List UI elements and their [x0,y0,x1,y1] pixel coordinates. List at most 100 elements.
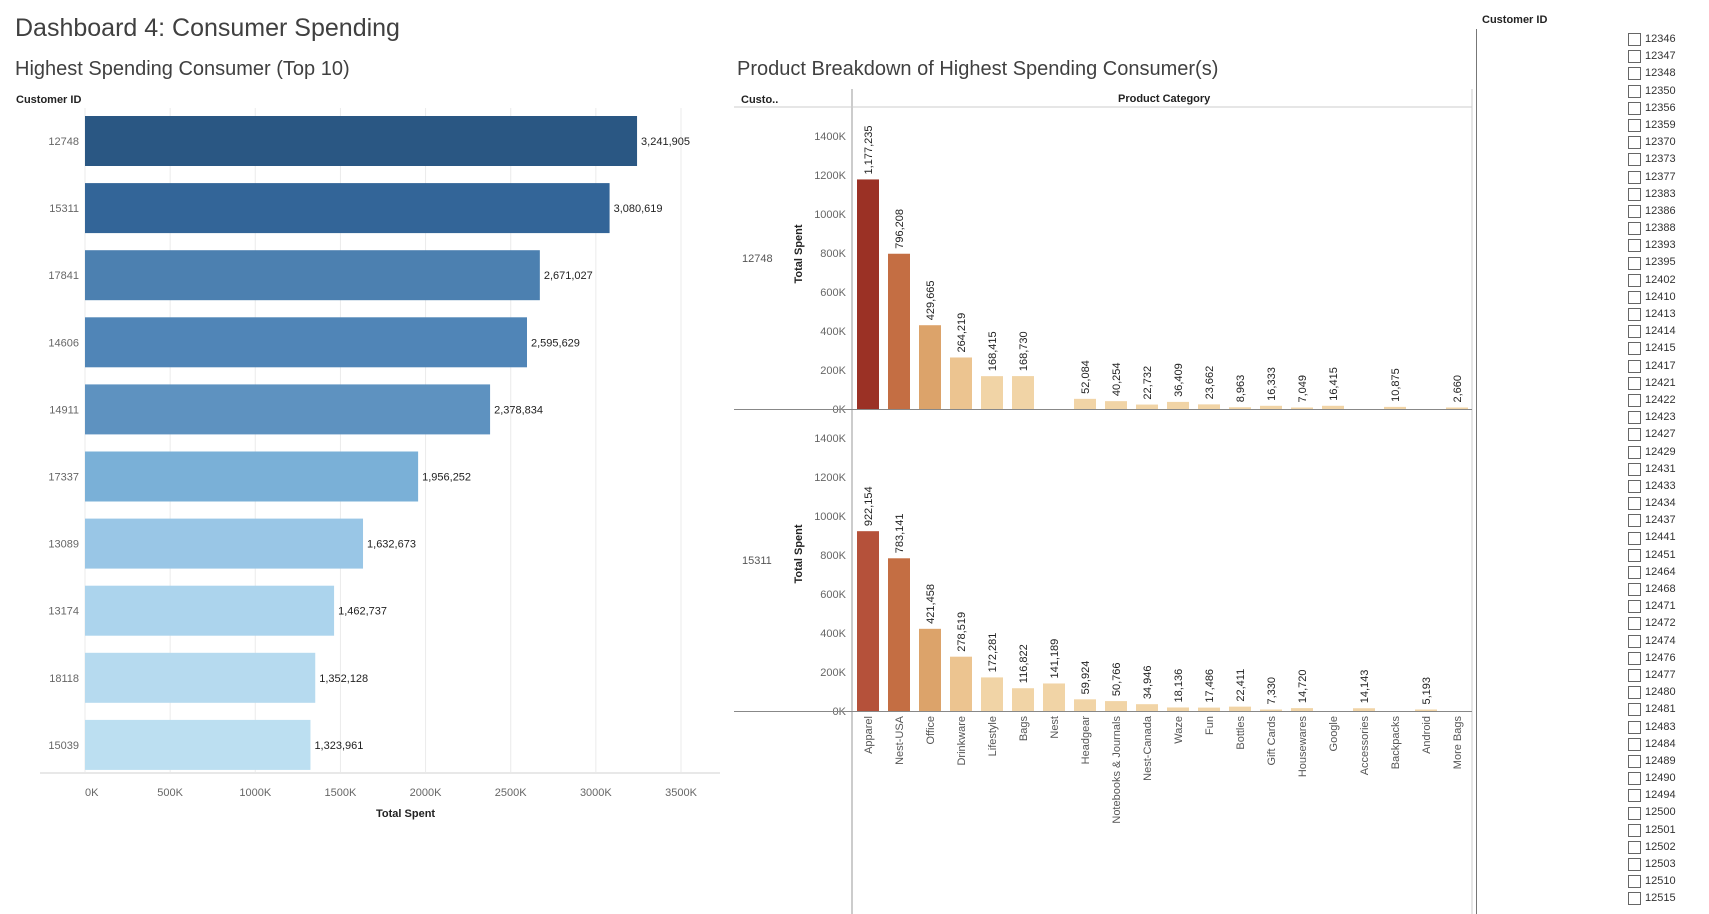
filter-item[interactable]: 12415 [1628,340,1709,357]
filter-item[interactable]: 12377 [1628,169,1709,186]
checkbox[interactable] [1628,33,1641,47]
filter-item[interactable]: 12441 [1628,529,1709,546]
filter-item[interactable]: 12421 [1628,375,1709,392]
category-bar[interactable] [1012,376,1034,409]
checkbox[interactable] [1628,445,1641,459]
filter-item[interactable]: 12501 [1628,822,1709,839]
customer-bar[interactable] [85,451,419,502]
customer-bar[interactable] [85,250,540,301]
customer-bar[interactable] [85,719,311,770]
checkbox[interactable] [1628,394,1641,408]
checkbox[interactable] [1628,376,1641,390]
category-bar[interactable] [1353,708,1375,711]
filter-item[interactable]: 12481 [1628,701,1709,718]
filter-item[interactable]: 12484 [1628,736,1709,753]
filter-item[interactable]: 12346 [1628,31,1709,48]
filter-item[interactable]: 12472 [1628,615,1709,632]
filter-item[interactable]: 12393 [1628,237,1709,254]
category-bar[interactable] [1260,405,1282,409]
checkbox[interactable] [1628,634,1641,648]
checkbox[interactable] [1628,325,1641,339]
category-bar[interactable] [1198,404,1220,409]
checkbox[interactable] [1628,290,1641,304]
checkbox[interactable] [1628,617,1641,631]
checkbox[interactable] [1628,497,1641,511]
checkbox[interactable] [1628,772,1641,786]
checkbox[interactable] [1628,462,1641,476]
checkbox[interactable] [1628,737,1641,751]
filter-item[interactable]: 12427 [1628,426,1709,443]
category-bar[interactable] [857,179,879,409]
category-bar[interactable] [1198,707,1220,711]
filter-item[interactable]: 12474 [1628,633,1709,650]
filter-item[interactable]: 12490 [1628,770,1709,787]
checkbox[interactable] [1628,720,1641,734]
checkbox[interactable] [1628,686,1641,700]
filter-item[interactable]: 12494 [1628,787,1709,804]
checkbox[interactable] [1628,256,1641,270]
checkbox[interactable] [1628,308,1641,322]
filter-item[interactable]: 12464 [1628,564,1709,581]
checkbox[interactable] [1628,600,1641,614]
checkbox[interactable] [1628,840,1641,854]
filter-item[interactable]: 12477 [1628,667,1709,684]
filter-item[interactable]: 12431 [1628,461,1709,478]
filter-item[interactable]: 12413 [1628,306,1709,323]
category-bar[interactable] [888,253,910,409]
filter-item[interactable]: 12386 [1628,203,1709,220]
filter-item[interactable]: 12451 [1628,547,1709,564]
filter-item[interactable]: 12373 [1628,151,1709,168]
category-bar[interactable] [1167,707,1189,711]
category-bar[interactable] [1105,401,1127,409]
category-bar[interactable] [981,376,1003,409]
checkbox[interactable] [1628,428,1641,442]
customer-bar[interactable] [85,518,364,569]
category-bar[interactable] [950,656,972,711]
filter-item[interactable]: 12476 [1628,650,1709,667]
checkbox[interactable] [1628,222,1641,236]
filter-item[interactable]: 12502 [1628,839,1709,856]
customer-bar[interactable] [85,585,335,636]
customer-bar[interactable] [85,384,491,435]
checkbox[interactable] [1628,514,1641,528]
checkbox[interactable] [1628,204,1641,218]
category-bar[interactable] [950,357,972,409]
category-bar[interactable] [1074,699,1096,711]
filter-item[interactable]: 12483 [1628,719,1709,736]
checkbox[interactable] [1628,136,1641,150]
checkbox[interactable] [1628,479,1641,493]
checkbox[interactable] [1628,892,1641,906]
category-bar[interactable] [1322,405,1344,409]
filter-item[interactable]: 12471 [1628,598,1709,615]
checkbox[interactable] [1628,170,1641,184]
category-bar[interactable] [981,677,1003,711]
checkbox[interactable] [1628,411,1641,425]
filter-item[interactable]: 12383 [1628,186,1709,203]
customer-bar[interactable] [85,652,316,703]
category-bar[interactable] [1136,404,1158,409]
category-bar[interactable] [1012,688,1034,711]
customer-bar[interactable] [85,317,527,368]
filter-item[interactable]: 12359 [1628,117,1709,134]
category-bar[interactable] [919,628,941,711]
checkbox[interactable] [1628,342,1641,356]
checkbox[interactable] [1628,823,1641,837]
filter-item[interactable]: 12347 [1628,48,1709,65]
checkbox[interactable] [1628,239,1641,253]
customer-bar[interactable] [85,116,638,166]
customer-bar[interactable] [85,183,610,234]
category-bar[interactable] [888,558,910,711]
checkbox[interactable] [1628,548,1641,562]
filter-item[interactable]: 12414 [1628,323,1709,340]
checkbox[interactable] [1628,806,1641,820]
filter-item[interactable]: 12395 [1628,254,1709,271]
checkbox[interactable] [1628,651,1641,665]
filter-item[interactable]: 12510 [1628,873,1709,890]
checkbox[interactable] [1628,84,1641,98]
filter-item[interactable]: 12433 [1628,478,1709,495]
filter-item[interactable]: 12410 [1628,289,1709,306]
filter-item[interactable]: 12350 [1628,83,1709,100]
filter-item[interactable]: 12434 [1628,495,1709,512]
checkbox[interactable] [1628,119,1641,133]
filter-item[interactable]: 12422 [1628,392,1709,409]
